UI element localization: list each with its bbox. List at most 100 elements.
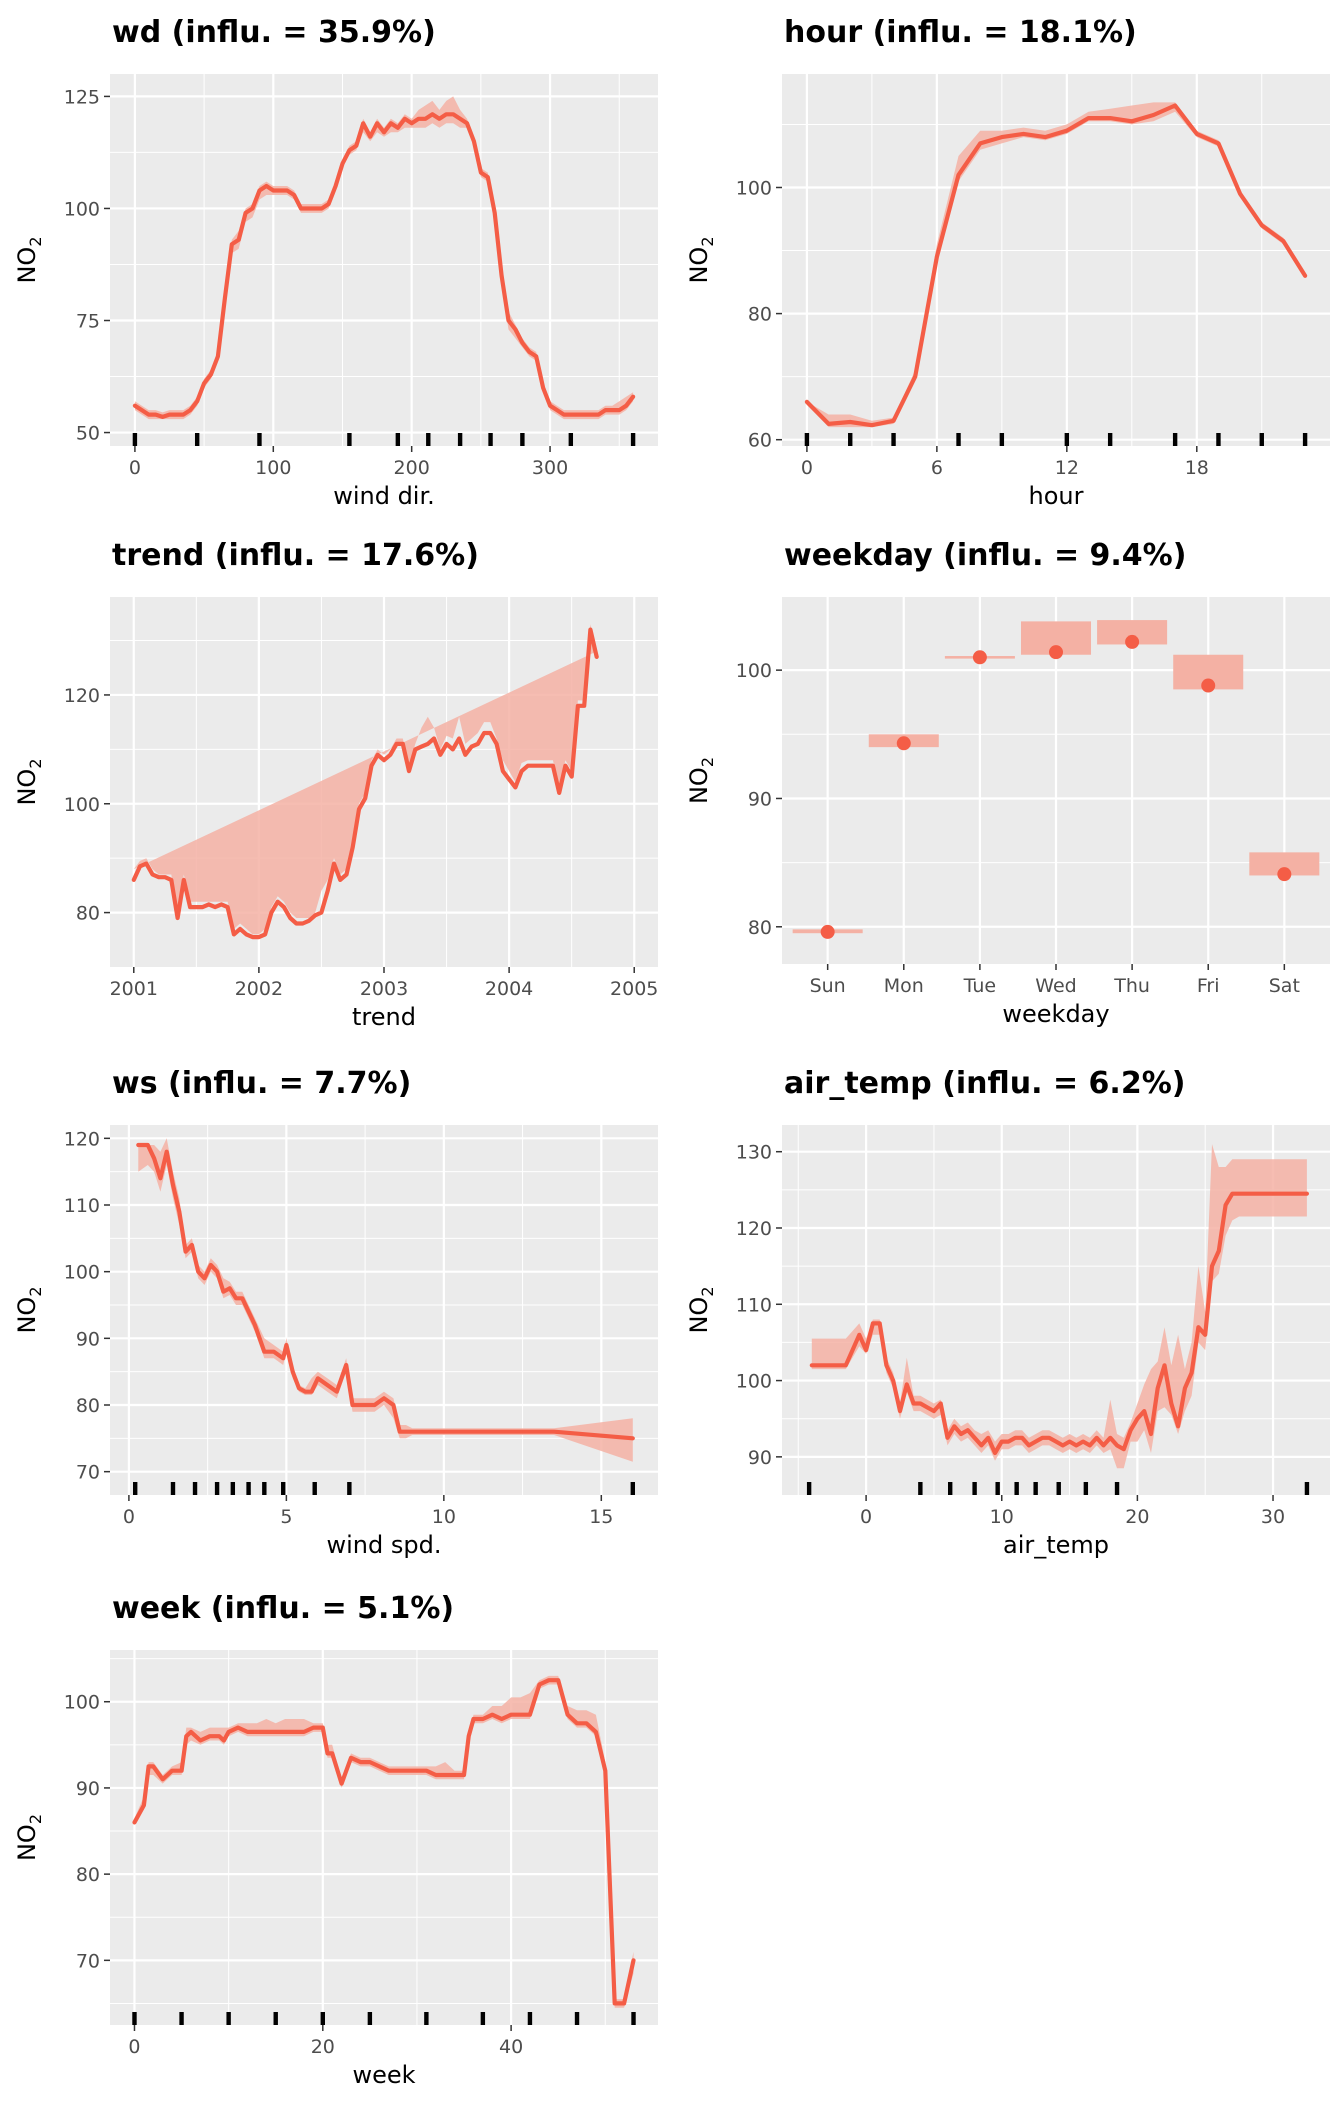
y-tick-label: 70	[76, 1462, 100, 1484]
x-tick-label: 30	[1261, 1506, 1285, 1528]
chart-week: week (influ. = 5.1%) 70 80 90 100 0 20 40 week NO…	[13, 1591, 658, 2089]
x-axis-label: wind dir.	[333, 482, 435, 510]
rug-mark	[527, 2012, 533, 2025]
point-sat	[1277, 867, 1292, 882]
y-axis-label: NO2	[685, 757, 717, 804]
x-tick-label: 100	[255, 457, 291, 479]
rug-mark	[574, 2012, 580, 2025]
rug-mark	[273, 2012, 278, 2025]
y-axis-label-subscript: 2	[26, 1286, 45, 1296]
gridlines	[110, 1650, 658, 2025]
rug-mark	[1033, 1482, 1038, 1495]
y-axis-label-main: NO	[13, 769, 41, 806]
point-sun	[820, 924, 835, 939]
y-axis-label-main: NO	[13, 1824, 41, 1861]
x-tick-label: 2005	[610, 978, 658, 1000]
x-tick-label: 5	[280, 1506, 292, 1528]
x-axis-label: hour	[1029, 482, 1084, 510]
interval-band-sat	[1249, 852, 1320, 876]
x-tick-label: 10	[432, 1506, 456, 1528]
rug-mark	[257, 433, 262, 446]
x-axis-label: wind spd.	[327, 1531, 442, 1559]
rug-mark	[246, 1482, 251, 1495]
y-tick-label: 100	[64, 794, 100, 816]
y-tick-label: 90	[748, 788, 772, 810]
chart-title: air_temp (influ. = 6.2%)	[784, 1066, 1185, 1101]
rug-mark	[1172, 433, 1178, 446]
y-tick-label: 80	[76, 1395, 100, 1417]
x-tick-label: 15	[589, 1506, 613, 1528]
point-fri	[1201, 678, 1216, 693]
gridlines	[782, 74, 1330, 446]
rug-mark	[395, 433, 401, 446]
rug-mark	[179, 2012, 184, 2025]
chart-title: trend (influ. = 17.6%)	[112, 538, 479, 573]
y-tick-label: 100	[736, 177, 772, 199]
series-line	[131, 627, 599, 940]
y-tick-label: 80	[748, 917, 772, 939]
rug-mark	[132, 433, 138, 446]
rug-mark	[281, 1482, 286, 1495]
data-layer	[792, 620, 1320, 939]
rug-mark	[568, 433, 574, 446]
x-tick-label: 2003	[360, 978, 408, 1000]
x-tick-label: Fri	[1197, 975, 1220, 997]
rug-mark	[1114, 1482, 1120, 1495]
y-axis-label-main: NO	[13, 1297, 41, 1334]
rug-mark	[1304, 1482, 1310, 1495]
y-tick-label: 120	[64, 1128, 100, 1150]
series-line	[136, 1142, 635, 1441]
plot-panel	[110, 1650, 658, 2025]
rug-mark	[320, 2012, 325, 2025]
y-tick-label: 100	[736, 660, 772, 682]
chart-title: wd (influ. = 35.9%)	[112, 15, 436, 50]
y-axis-label: NO2	[13, 758, 45, 805]
rug-mark	[194, 433, 200, 446]
y-tick-label: 120	[736, 1218, 772, 1240]
y-tick-label: 130	[736, 1142, 772, 1164]
y-axis-label-main: NO	[685, 767, 713, 804]
x-tick-label: Sun	[810, 975, 846, 997]
y-tick-label: 75	[76, 311, 100, 333]
y-tick-label: 70	[76, 1950, 100, 1972]
x-tick-label: 20	[311, 2036, 335, 2058]
rug-mark	[520, 433, 525, 446]
y-tick-label: 80	[748, 304, 772, 326]
x-axis-label: trend	[352, 1003, 416, 1031]
confidence-band	[133, 624, 597, 935]
rug-mark	[804, 433, 810, 446]
rug-mark	[347, 1482, 352, 1495]
y-tick-label: 100	[736, 1371, 772, 1393]
point-tue	[972, 650, 987, 665]
rug-mark	[806, 1482, 812, 1495]
x-tick-label: Sat	[1269, 975, 1300, 997]
y-axis-label: NO2	[13, 1286, 45, 1333]
rug-mark	[918, 1482, 923, 1495]
x-tick-label: 12	[1055, 457, 1079, 479]
rug-mark	[1302, 433, 1308, 446]
y-tick-label: 100	[64, 198, 100, 220]
x-tick-label: 6	[931, 457, 943, 479]
series-line	[804, 103, 1308, 428]
rug-mark	[631, 2012, 636, 2025]
point-mon	[896, 736, 911, 751]
rug-mark	[480, 2012, 486, 2025]
y-tick-label: 60	[748, 430, 772, 452]
y-axis-label-main: NO	[685, 247, 713, 284]
chart-title: ws (influ. = 7.7%)	[112, 1066, 411, 1101]
chart-weekday: weekday (influ. = 9.4%) 80 90 100 Sun Mon Tue W…	[685, 538, 1330, 1028]
y-tick-label: 100	[64, 1262, 100, 1284]
rug-mark	[170, 1482, 176, 1495]
y-axis-label-main: NO	[13, 247, 41, 284]
x-tick-label: 0	[129, 457, 141, 479]
series-line	[132, 112, 636, 419]
chart-title: weekday (influ. = 9.4%)	[784, 538, 1186, 573]
x-tick-label: Wed	[1035, 975, 1076, 997]
point-thu	[1125, 634, 1140, 649]
rug-mark	[999, 433, 1005, 446]
y-axis-label-subscript: 2	[698, 1286, 717, 1296]
rug-mark	[1014, 1482, 1019, 1495]
x-tick-label: 2002	[235, 978, 283, 1000]
x-tick-label: 200	[394, 457, 430, 479]
rug-mark	[424, 2012, 429, 2025]
